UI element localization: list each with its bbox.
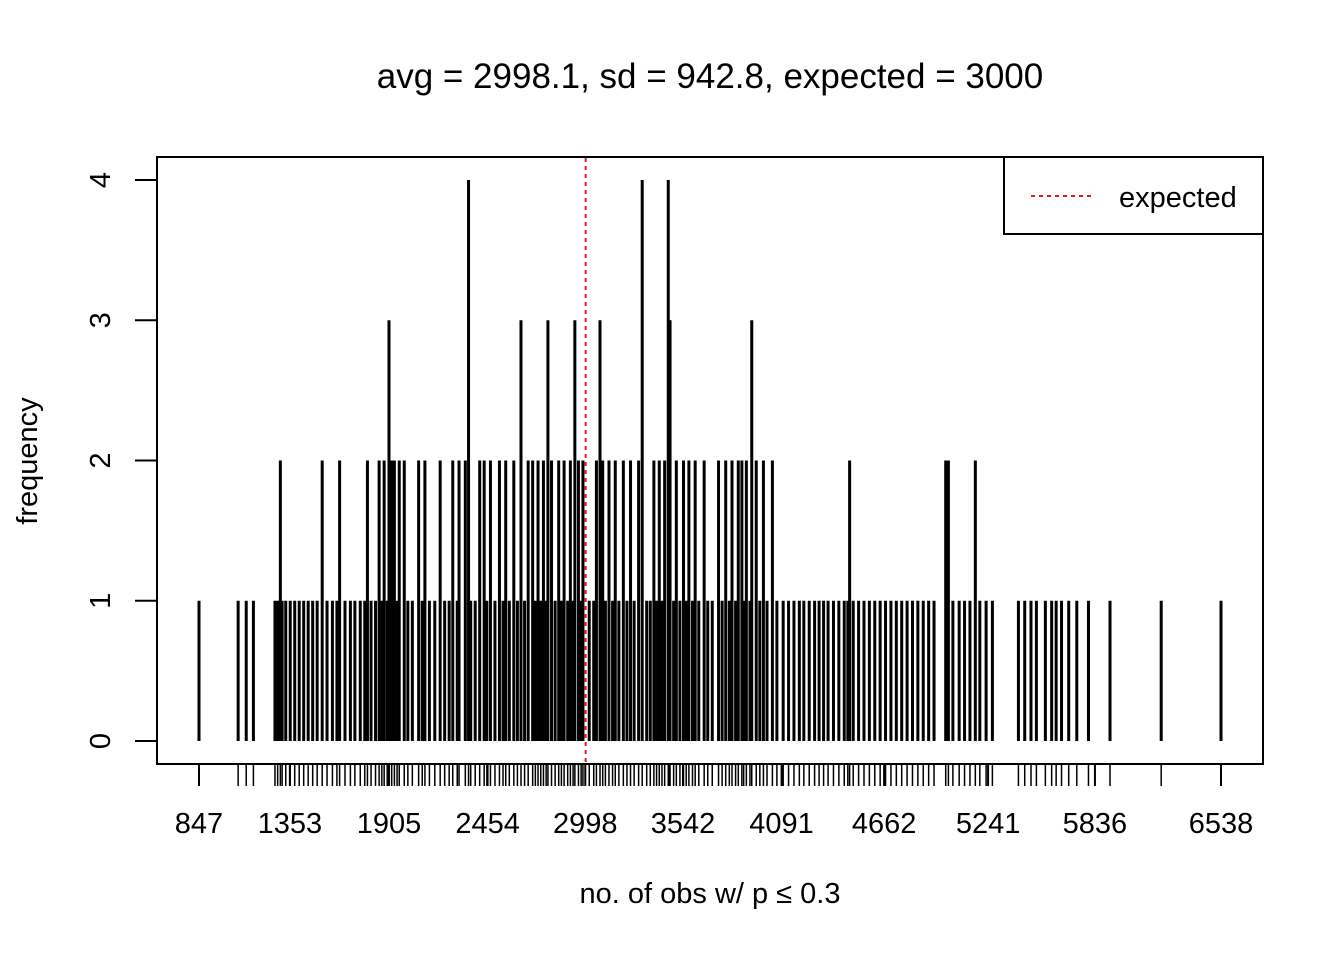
legend-label-expected: expected [1119, 182, 1237, 214]
x-axis-label: no. of obs w/ p ≤ 0.3 [580, 878, 841, 910]
x-tick-label: 1905 [357, 808, 422, 840]
y-axis-label: frequency [12, 397, 44, 525]
y-axis: 0 1 2 3 4 [85, 172, 158, 749]
x-tick-label: 4662 [852, 808, 917, 840]
x-tick-label: 4091 [749, 808, 814, 840]
y-tick-label: 3 [85, 312, 117, 328]
x-axis: 847 1353 1905 2454 2998 3542 4091 4662 5241 5836 6… [175, 764, 1253, 840]
x-tick-label: 2454 [455, 808, 520, 840]
y-tick-label: 2 [85, 452, 117, 468]
bar-series [197, 180, 1223, 741]
x-tick-label: 5836 [1063, 808, 1128, 840]
x-tick-label: 5241 [956, 808, 1021, 840]
y-tick-label: 0 [85, 733, 117, 749]
x-tick-label: 1353 [258, 808, 323, 840]
y-tick-label: 1 [85, 593, 117, 609]
x-tick-label: 3542 [651, 808, 716, 840]
plot-area [156, 156, 1264, 765]
y-tick-label: 4 [85, 172, 117, 188]
x-tick-label: 6538 [1189, 808, 1254, 840]
rug-ticks [198, 764, 1222, 786]
x-tick-label: 2998 [553, 808, 618, 840]
legend: expected [1003, 156, 1264, 235]
x-tick-label: 847 [175, 808, 223, 840]
chart-title: avg = 2998.1, sd = 942.8, expected = 300… [377, 57, 1044, 96]
